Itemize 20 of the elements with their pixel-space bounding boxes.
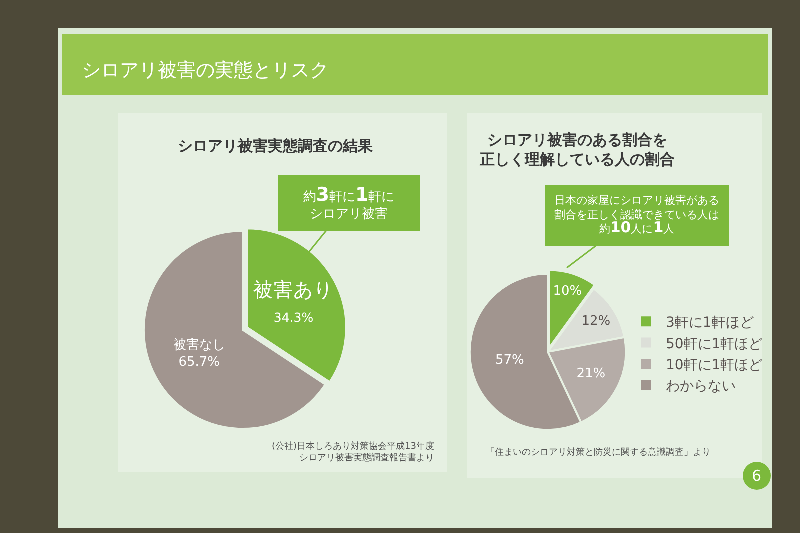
- data-label: 65.7%: [178, 354, 220, 370]
- legend-label: 被害あり: [254, 278, 334, 302]
- text: 日本の家屋にシロアリ被害がある割合を正しく認識できている人は約10人に1人: [554, 194, 720, 237]
- text: (公社)日本しろあり対策協会平成13年度シロアリ被害実態調査報告書より: [272, 441, 434, 464]
- text: シロアリ被害の実態とリスク: [82, 60, 329, 82]
- legend-label: 50軒に1軒ほど: [666, 336, 763, 352]
- legend-label: 3軒に1軒ほど: [666, 315, 754, 332]
- data-label: 21%: [576, 366, 606, 382]
- data-label: 34.3%: [274, 310, 314, 326]
- legend-label: 10軒に1軒ほど: [666, 357, 763, 374]
- legend-label: わからない: [666, 378, 736, 395]
- text: 約3軒に1軒にシロアリ被害: [303, 184, 395, 222]
- text: 6: [752, 467, 762, 485]
- text: 「住まいのシロアリ対策と防災に関する意識調査」より: [486, 447, 711, 458]
- chart-title: シロアリ被害のある割合を正しく理解している人の割合: [479, 131, 675, 168]
- data-label: 10%: [553, 284, 582, 300]
- data-label: 57%: [495, 353, 524, 368]
- data-label: 12%: [582, 314, 611, 329]
- chart-title: シロアリ被害実態調査の結果: [178, 137, 374, 155]
- slice-label: 被害なし: [173, 337, 226, 353]
